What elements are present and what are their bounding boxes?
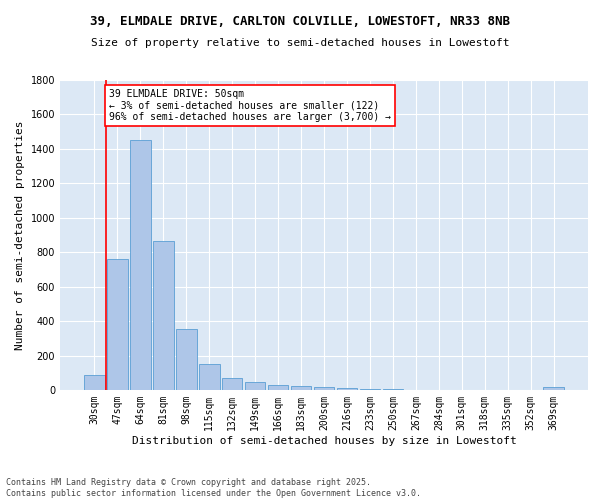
Bar xyxy=(84,376,104,390)
Bar xyxy=(107,259,128,390)
Bar xyxy=(337,388,358,390)
Bar xyxy=(383,389,403,390)
Bar xyxy=(199,364,220,390)
Text: Size of property relative to semi-detached houses in Lowestoft: Size of property relative to semi-detach… xyxy=(91,38,509,48)
Bar xyxy=(544,388,564,390)
Text: 39, ELMDALE DRIVE, CARLTON COLVILLE, LOWESTOFT, NR33 8NB: 39, ELMDALE DRIVE, CARLTON COLVILLE, LOW… xyxy=(90,15,510,28)
Text: Contains HM Land Registry data © Crown copyright and database right 2025.
Contai: Contains HM Land Registry data © Crown c… xyxy=(6,478,421,498)
Text: 39 ELMDALE DRIVE: 50sqm
← 3% of semi-detached houses are smaller (122)
96% of se: 39 ELMDALE DRIVE: 50sqm ← 3% of semi-det… xyxy=(109,88,391,122)
Bar xyxy=(130,140,151,390)
Bar xyxy=(176,329,197,390)
Bar xyxy=(268,385,289,390)
X-axis label: Distribution of semi-detached houses by size in Lowestoft: Distribution of semi-detached houses by … xyxy=(131,436,517,446)
Bar xyxy=(222,378,242,390)
Bar xyxy=(290,386,311,390)
Y-axis label: Number of semi-detached properties: Number of semi-detached properties xyxy=(15,120,25,350)
Bar xyxy=(245,382,265,390)
Bar xyxy=(359,388,380,390)
Bar xyxy=(314,388,334,390)
Bar xyxy=(153,241,173,390)
